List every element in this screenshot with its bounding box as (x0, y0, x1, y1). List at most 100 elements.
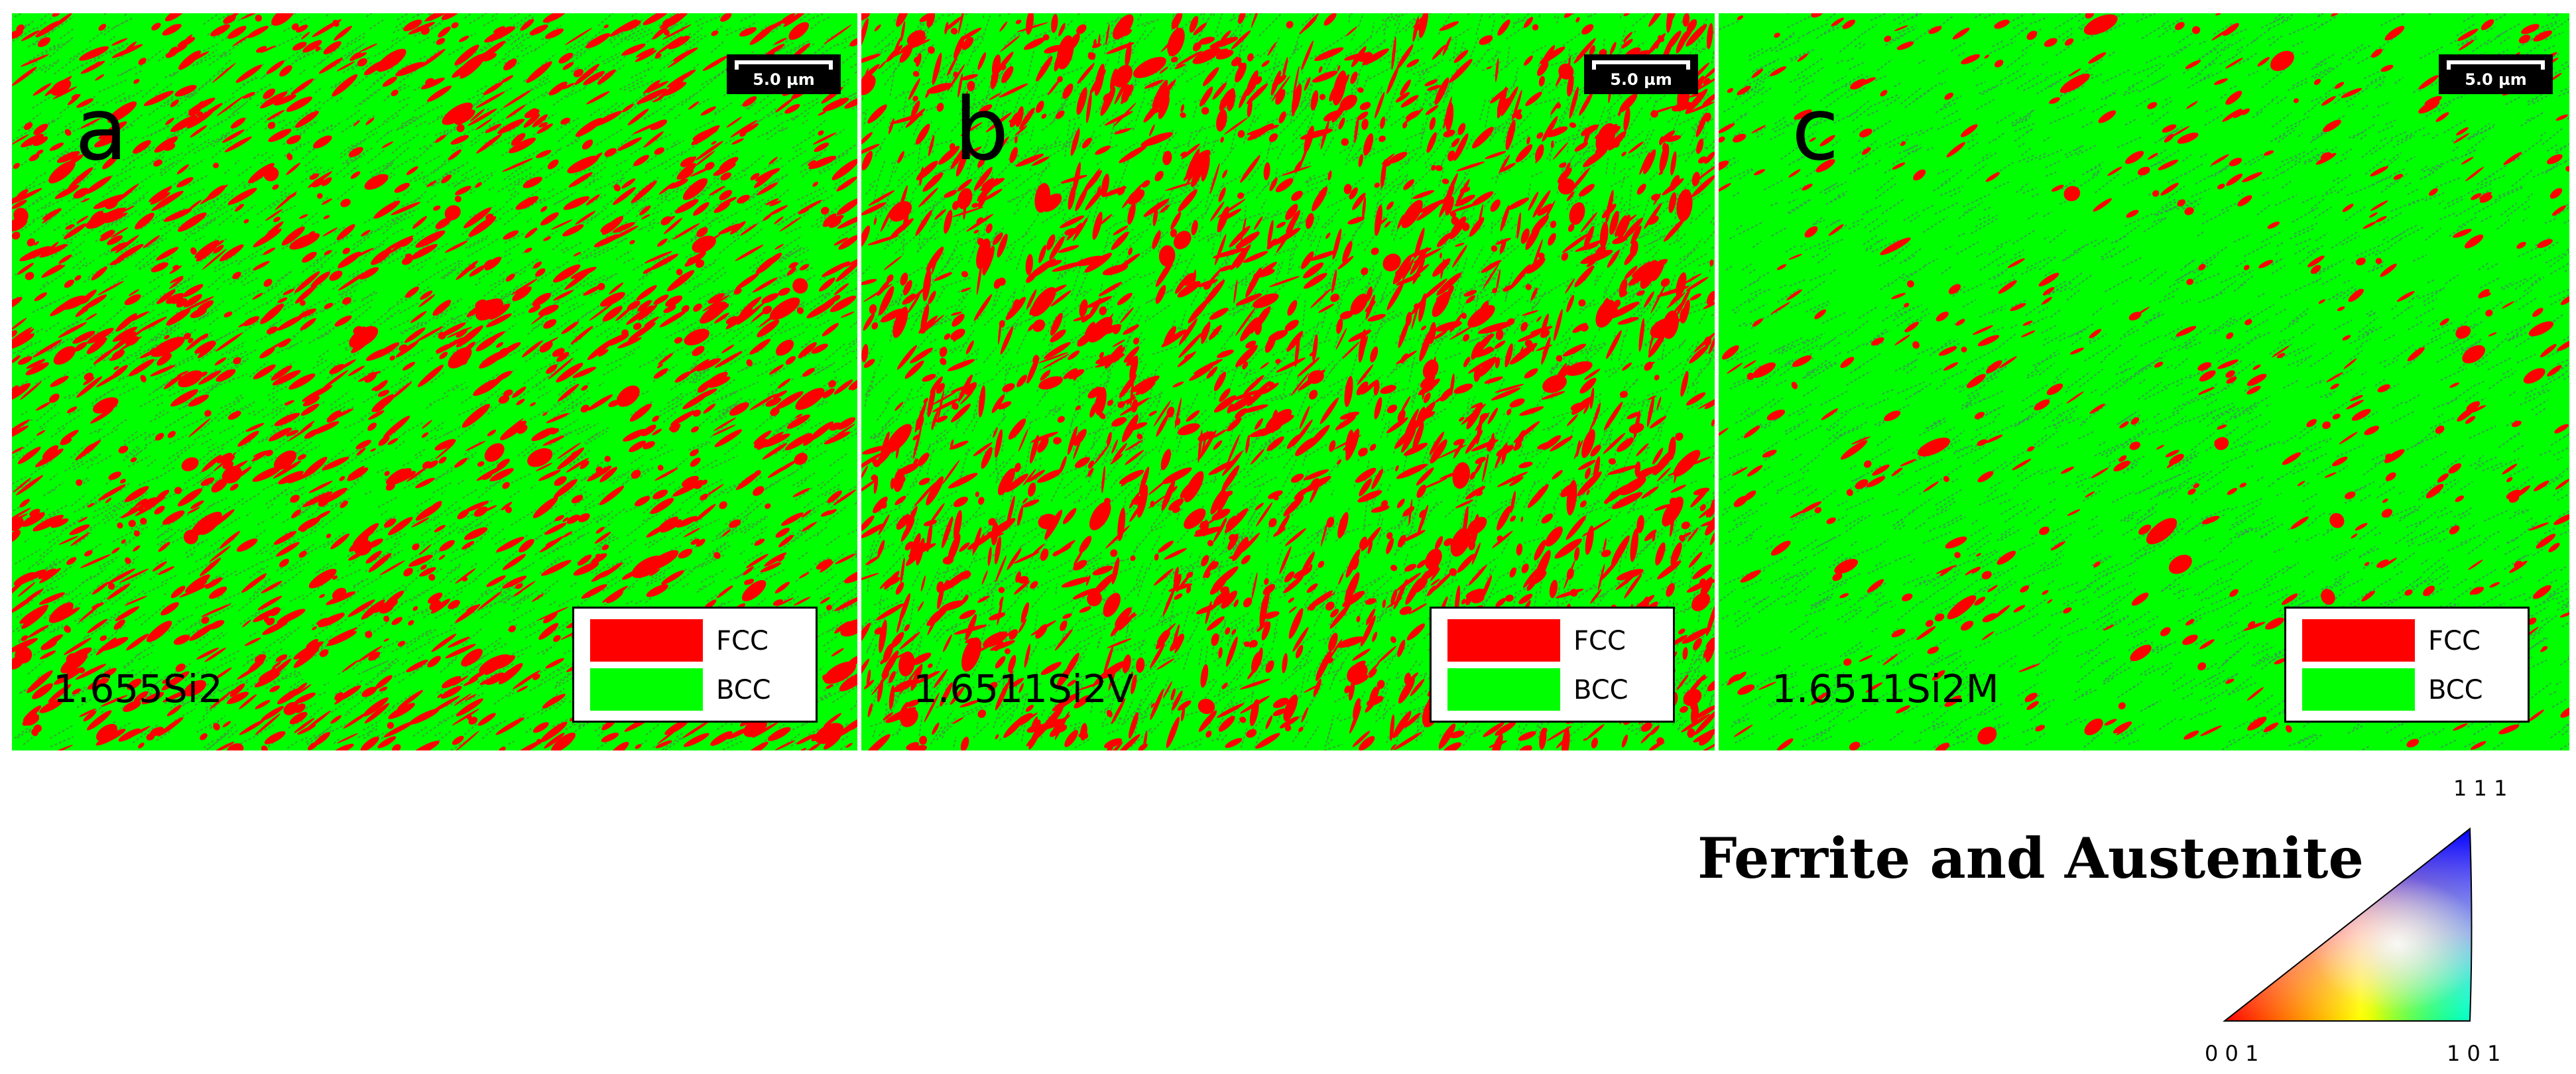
grain-boundary (184, 139, 210, 156)
grain-boundary (894, 166, 898, 174)
grain-boundary (271, 581, 288, 590)
fcc-grain (188, 337, 194, 343)
grain-boundary (762, 399, 770, 407)
grain-boundary (698, 97, 712, 105)
fcc-grain (739, 296, 762, 316)
fcc-grain (297, 725, 316, 735)
grain-boundary (733, 321, 754, 333)
grain-boundary (852, 223, 857, 229)
fcc-grain (636, 285, 657, 301)
grain-boundary (400, 589, 427, 605)
grain-boundary (97, 573, 115, 587)
fcc-grain (757, 182, 778, 196)
grain-boundary (525, 727, 532, 734)
grain-boundary (361, 62, 372, 70)
fcc-grain (692, 409, 702, 417)
grain-boundary (149, 125, 170, 137)
grain-boundary (352, 239, 361, 246)
grain-boundary (430, 171, 450, 187)
grain-boundary (1148, 560, 1153, 570)
grain-boundary (444, 298, 463, 310)
fcc-grain (12, 419, 30, 434)
fcc-grain (777, 379, 791, 388)
grain-boundary (402, 188, 413, 196)
grain-boundary (1309, 217, 1321, 238)
grain-boundary (1268, 437, 1275, 443)
grain-boundary (766, 127, 784, 141)
fcc-grain (210, 690, 233, 709)
fcc-grain (438, 456, 447, 464)
fcc-grain (818, 130, 824, 136)
grain-boundary (818, 42, 839, 58)
fcc-grain (135, 498, 148, 507)
fcc-grain (493, 26, 505, 33)
grain-boundary (1109, 359, 1119, 372)
grain-boundary (1001, 440, 1005, 452)
grain-boundary (1226, 625, 1239, 646)
grain-boundary (1417, 487, 1437, 502)
fcc-grain (629, 403, 652, 422)
grain-boundary (1034, 682, 1043, 687)
grain-boundary (154, 369, 176, 381)
fcc-grain (631, 180, 657, 204)
grain-boundary (802, 119, 808, 125)
fcc-grain (276, 687, 301, 705)
fcc-grain (463, 207, 491, 229)
fcc-grain (399, 344, 408, 351)
grain-boundary (788, 595, 800, 605)
grain-boundary (34, 375, 52, 385)
fcc-grain (141, 691, 164, 705)
grain-boundary (118, 376, 125, 380)
grain-boundary (1468, 600, 1473, 606)
grain-boundary (151, 299, 161, 306)
grain-boundary (109, 252, 137, 268)
grain-boundary (761, 24, 770, 31)
fcc-grain (436, 38, 446, 45)
fcc-grain (176, 177, 194, 188)
fcc-grain (820, 206, 829, 215)
grain-boundary (1006, 231, 1030, 249)
grain-boundary (412, 520, 418, 524)
fcc-grain (28, 625, 49, 638)
grain-boundary (1424, 577, 1429, 607)
grain-boundary (735, 220, 764, 233)
grain-boundary (843, 32, 857, 40)
grain-boundary (763, 156, 784, 170)
grain-boundary (109, 35, 116, 41)
grain-boundary (370, 550, 392, 564)
fcc-grain (356, 448, 366, 456)
grain-boundary (629, 79, 656, 92)
grain-boundary (722, 329, 733, 337)
grain-boundary (784, 532, 794, 540)
fcc-grain (198, 370, 221, 385)
grain-boundary (123, 348, 142, 363)
fcc-grain (500, 342, 521, 355)
fcc-grain (349, 326, 379, 348)
grain-boundary (1583, 123, 1590, 130)
grain-boundary (461, 166, 477, 177)
fcc-grain (774, 244, 784, 250)
grain-boundary (1512, 488, 1526, 509)
grain-boundary (1697, 368, 1702, 376)
grain-boundary (1202, 13, 1205, 21)
fcc-grain (836, 198, 857, 215)
fcc-grain (652, 415, 660, 422)
fcc-grain (800, 264, 809, 270)
fcc-grain (605, 333, 629, 347)
grain-boundary (1406, 62, 1426, 74)
fcc-grain (236, 538, 258, 552)
grain-boundary (64, 120, 76, 128)
fcc-grain (50, 375, 69, 387)
fcc-grain (115, 235, 139, 254)
fcc-grain (410, 741, 440, 750)
grain-boundary (259, 282, 281, 298)
grain-boundary (234, 302, 249, 312)
grain-boundary (294, 47, 324, 62)
grain-boundary (175, 304, 188, 314)
grain-boundary (452, 381, 466, 392)
grain-boundary (84, 633, 90, 638)
grain-boundary (660, 186, 680, 201)
grain-boundary (430, 456, 436, 461)
fcc-grain (696, 227, 708, 237)
grain-boundary (582, 274, 606, 288)
